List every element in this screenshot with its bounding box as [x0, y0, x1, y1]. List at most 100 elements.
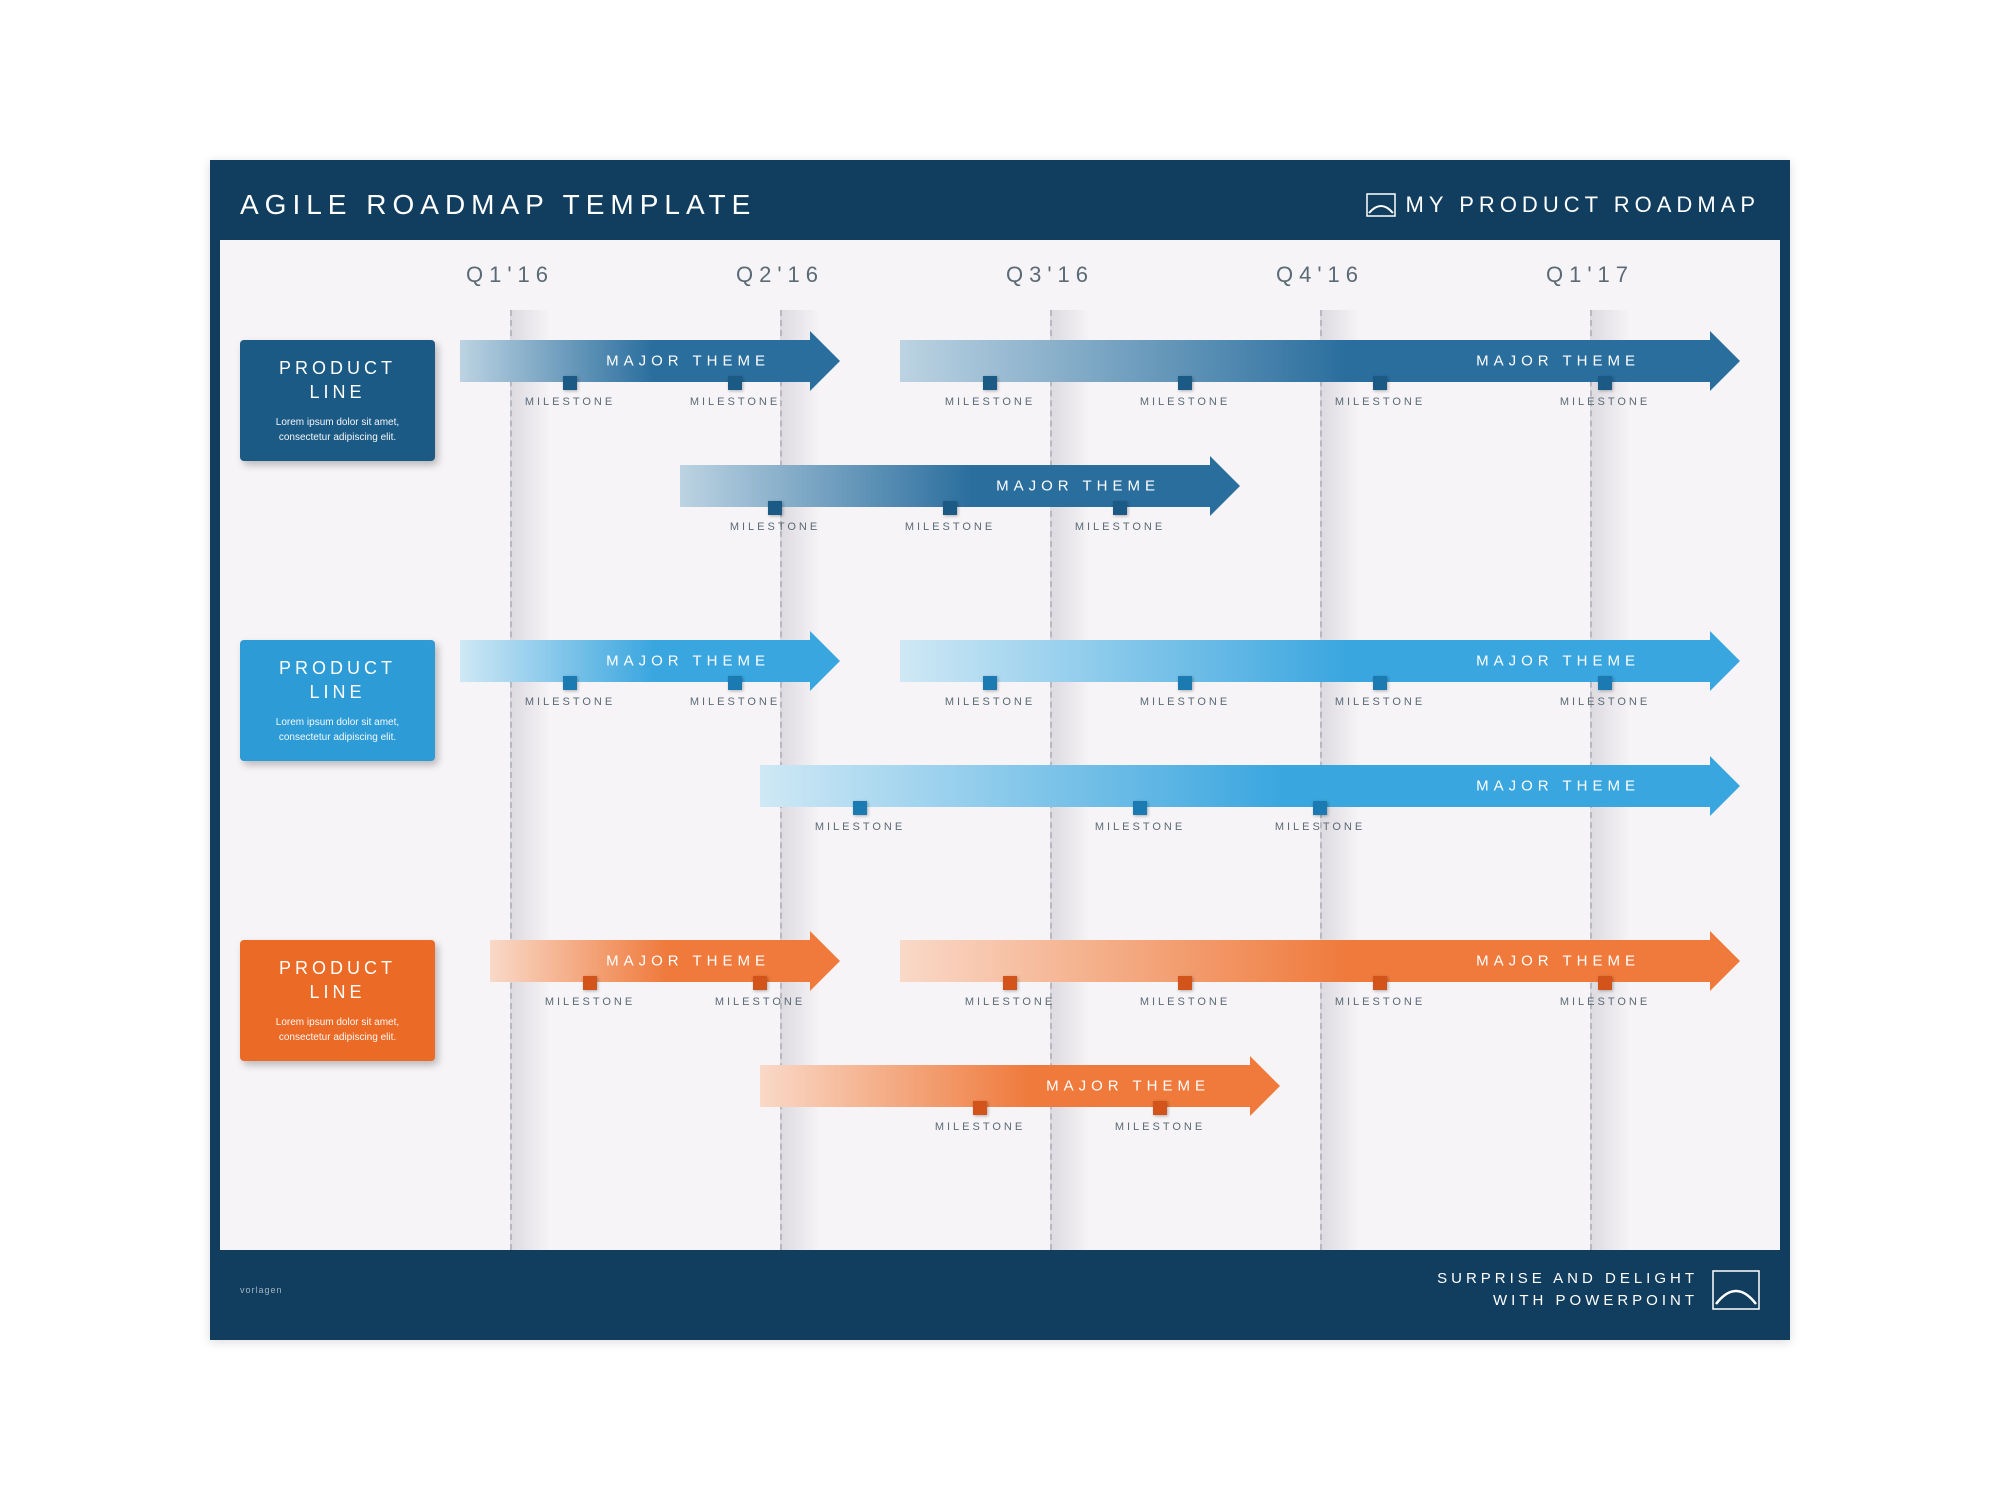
card-title: PRODUCTLINE [254, 956, 421, 1005]
product-line-card: PRODUCTLINE Lorem ipsum dolor sit amet, c… [240, 340, 435, 461]
milestone-label: MILESTONE [715, 996, 805, 1008]
theme-label: MAJOR THEME [1476, 953, 1640, 970]
theme-arrow: MAJOR THEME [460, 640, 840, 682]
card-desc: Lorem ipsum dolor sit amet, consectetur … [254, 1015, 421, 1045]
theme-label: MAJOR THEME [1476, 778, 1640, 795]
milestone-label: MILESTONE [690, 696, 780, 708]
theme-arrow: MAJOR THEME [900, 340, 1740, 382]
quarter-label: Q1'16 [466, 262, 554, 288]
milestone-label: MILESTONE [1140, 996, 1230, 1008]
milestone-label: MILESTONE [1095, 821, 1185, 833]
milestone-marker [1313, 801, 1327, 815]
product-line-card: PRODUCTLINE Lorem ipsum dolor sit amet, c… [240, 640, 435, 761]
milestone-marker [583, 976, 597, 990]
milestone-marker [1133, 801, 1147, 815]
footer: vorlagen SURPRISE AND DELIGHT WITH POWER… [220, 1250, 1780, 1330]
arrow-head-icon [1210, 456, 1240, 516]
milestone-label: MILESTONE [1115, 1121, 1205, 1133]
theme-arrow: MAJOR THEME [680, 465, 1240, 507]
footer-right: SURPRISE AND DELIGHT WITH POWERPOINT [1437, 1268, 1760, 1313]
arrow-head-icon [1250, 1056, 1280, 1116]
milestone-marker [983, 676, 997, 690]
milestone-label: MILESTONE [1335, 996, 1425, 1008]
milestone-marker [1598, 976, 1612, 990]
milestone-label: MILESTONE [815, 821, 905, 833]
arrow-head-icon [1710, 331, 1740, 391]
milestone-marker [1373, 376, 1387, 390]
arrow-head-icon [810, 631, 840, 691]
milestone-marker [1373, 676, 1387, 690]
milestone-marker [1373, 976, 1387, 990]
milestone-label: MILESTONE [1140, 696, 1230, 708]
footer-tagline: SURPRISE AND DELIGHT WITH POWERPOINT [1437, 1268, 1698, 1313]
grid-shade [510, 310, 550, 1250]
milestone-label: MILESTONE [525, 696, 615, 708]
brand-text: MY PRODUCT ROADMAP [1406, 192, 1760, 218]
milestone-label: MILESTONE [1335, 396, 1425, 408]
arrow-head-icon [1710, 931, 1740, 991]
theme-arrow: MAJOR THEME [900, 940, 1740, 982]
theme-label: MAJOR THEME [606, 353, 770, 370]
footer-line-1: SURPRISE AND DELIGHT [1437, 1268, 1698, 1291]
milestone-marker [1003, 976, 1017, 990]
brand: MY PRODUCT ROADMAP [1366, 192, 1760, 218]
theme-label: MAJOR THEME [1476, 653, 1640, 670]
arrow-head-icon [810, 931, 840, 991]
milestone-label: MILESTONE [1140, 396, 1230, 408]
quarter-label: Q1'17 [1546, 262, 1634, 288]
card-desc: Lorem ipsum dolor sit amet, consectetur … [254, 715, 421, 745]
theme-label: MAJOR THEME [1476, 353, 1640, 370]
arrow-head-icon [1710, 756, 1740, 816]
milestone-marker [1598, 676, 1612, 690]
milestone-marker [1113, 501, 1127, 515]
milestone-marker [1178, 976, 1192, 990]
theme-label: MAJOR THEME [1046, 1078, 1210, 1095]
milestone-marker [1178, 676, 1192, 690]
milestone-label: MILESTONE [545, 996, 635, 1008]
milestone-label: MILESTONE [945, 396, 1035, 408]
brand-icon [1366, 193, 1396, 217]
milestone-label: MILESTONE [690, 396, 780, 408]
milestone-marker [853, 801, 867, 815]
quarter-label: Q4'16 [1276, 262, 1364, 288]
milestone-marker [1178, 376, 1192, 390]
milestone-marker [563, 676, 577, 690]
arrow-head-icon [810, 331, 840, 391]
milestone-marker [753, 976, 767, 990]
milestone-label: MILESTONE [945, 696, 1035, 708]
milestone-label: MILESTONE [935, 1121, 1025, 1133]
milestone-label: MILESTONE [1335, 696, 1425, 708]
theme-label: MAJOR THEME [996, 478, 1160, 495]
slide: AGILE ROADMAP TEMPLATE MY PRODUCT ROADMA… [210, 160, 1790, 1340]
footer-logo-icon [1712, 1270, 1760, 1310]
theme-arrow: MAJOR THEME [900, 640, 1740, 682]
milestone-label: MILESTONE [525, 396, 615, 408]
milestone-marker [1153, 1101, 1167, 1115]
milestone-label: MILESTONE [1560, 696, 1650, 708]
header: AGILE ROADMAP TEMPLATE MY PRODUCT ROADMA… [220, 170, 1780, 240]
card-title: PRODUCTLINE [254, 656, 421, 705]
footer-line-2: WITH POWERPOINT [1437, 1290, 1698, 1313]
theme-arrow: MAJOR THEME [760, 765, 1740, 807]
milestone-label: MILESTONE [1560, 396, 1650, 408]
milestone-marker [768, 501, 782, 515]
quarter-label: Q2'16 [736, 262, 824, 288]
arrow-head-icon [1710, 631, 1740, 691]
product-line-card: PRODUCTLINE Lorem ipsum dolor sit amet, c… [240, 940, 435, 1061]
milestone-marker [973, 1101, 987, 1115]
milestone-marker [1598, 376, 1612, 390]
card-title: PRODUCTLINE [254, 356, 421, 405]
milestone-label: MILESTONE [965, 996, 1055, 1008]
milestone-label: MILESTONE [1560, 996, 1650, 1008]
quarter-headers: Q1'16Q2'16Q3'16Q4'16Q1'17 [220, 262, 1780, 302]
milestone-marker [943, 501, 957, 515]
card-desc: Lorem ipsum dolor sit amet, consectetur … [254, 415, 421, 445]
milestone-marker [983, 376, 997, 390]
theme-arrow: MAJOR THEME [460, 340, 840, 382]
milestone-marker [728, 676, 742, 690]
milestone-label: MILESTONE [730, 521, 820, 533]
page-title: AGILE ROADMAP TEMPLATE [240, 189, 756, 221]
milestone-label: MILESTONE [1075, 521, 1165, 533]
milestone-label: MILESTONE [1275, 821, 1365, 833]
milestone-label: MILESTONE [905, 521, 995, 533]
